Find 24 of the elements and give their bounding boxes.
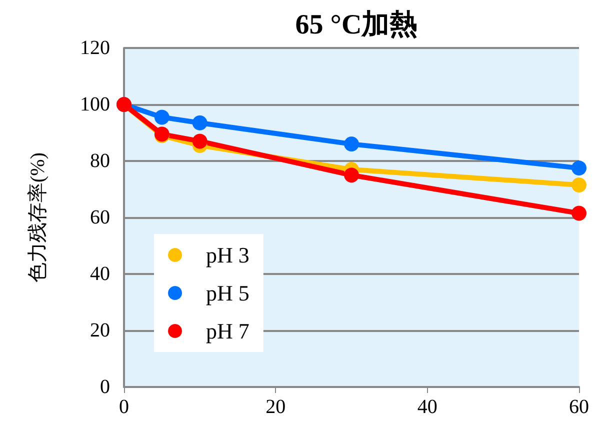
legend-label: pH 7 — [206, 318, 250, 344]
x-tick-label: 40 — [417, 396, 438, 418]
y-tick-label: 20 — [90, 320, 110, 342]
x-tick-label: 60 — [569, 396, 589, 418]
point — [192, 115, 208, 130]
point — [572, 178, 586, 193]
point — [344, 168, 359, 183]
y-tick-label: 100 — [80, 94, 110, 116]
legend-label: pH 3 — [206, 242, 250, 268]
x-tick-label: 0 — [119, 396, 129, 418]
legend-label: pH 5 — [206, 280, 250, 306]
y-axis-title: 色力残存率(%) — [27, 152, 49, 282]
chart-title: 65 °C加熱 — [295, 10, 418, 40]
point — [154, 110, 170, 125]
point — [344, 136, 359, 152]
y-tick-label: 40 — [90, 263, 110, 285]
point — [572, 160, 586, 176]
x-tick-label: 20 — [266, 396, 286, 418]
y-tick-label: 0 — [100, 376, 110, 398]
point — [192, 134, 208, 149]
y-tick-label: 80 — [90, 150, 110, 172]
y-tick-label: 60 — [90, 206, 110, 228]
point — [572, 206, 586, 221]
y-tick-label: 120 — [80, 37, 110, 59]
